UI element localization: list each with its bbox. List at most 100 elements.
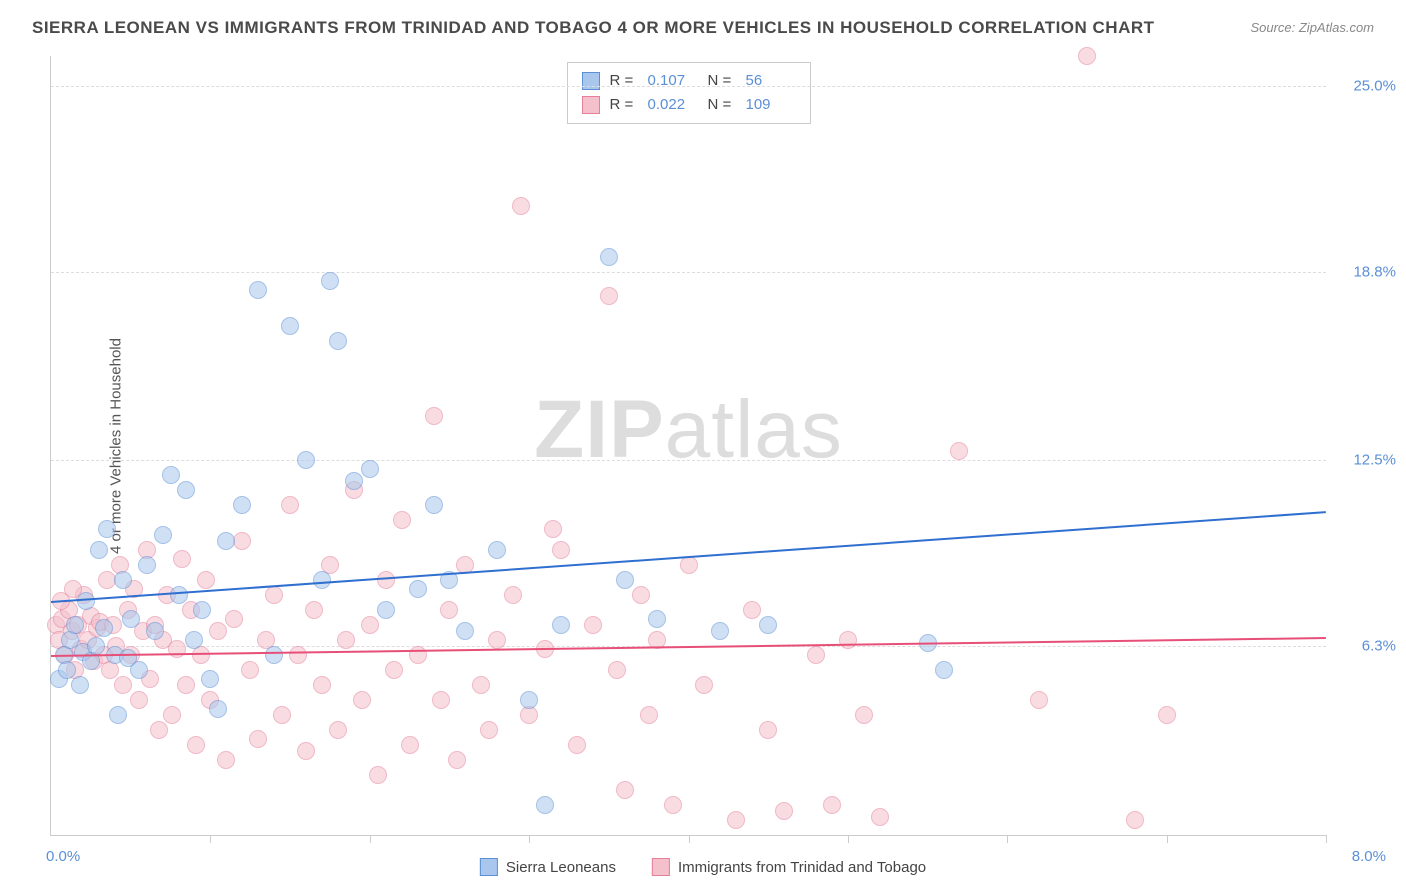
scatter-point — [1078, 47, 1096, 65]
scatter-point — [217, 532, 235, 550]
scatter-point — [177, 481, 195, 499]
scatter-point — [90, 541, 108, 559]
scatter-point — [369, 766, 387, 784]
scatter-point — [488, 631, 506, 649]
stat-r-value-2: 0.022 — [648, 93, 698, 117]
scatter-point — [170, 586, 188, 604]
scatter-point — [504, 586, 522, 604]
scatter-point — [154, 526, 172, 544]
scatter-point — [185, 631, 203, 649]
scatter-point — [425, 496, 443, 514]
scatter-point — [281, 317, 299, 335]
scatter-point — [163, 706, 181, 724]
scatter-point — [871, 808, 889, 826]
scatter-point — [600, 248, 618, 266]
scatter-point — [488, 541, 506, 559]
scatter-point — [177, 676, 195, 694]
y-tick-label: 25.0% — [1353, 77, 1396, 94]
scatter-point — [401, 736, 419, 754]
scatter-point — [377, 601, 395, 619]
scatter-point — [225, 610, 243, 628]
scatter-point — [727, 811, 745, 829]
scatter-point — [329, 721, 347, 739]
scatter-point — [385, 661, 403, 679]
x-axis-label-max: 8.0% — [1352, 848, 1386, 865]
scatter-point — [209, 700, 227, 718]
scatter-point — [187, 736, 205, 754]
scatter-point — [168, 640, 186, 658]
scatter-point — [1158, 706, 1176, 724]
scatter-point — [584, 616, 602, 634]
scatter-point — [480, 721, 498, 739]
x-tick — [848, 835, 849, 843]
stat-r-value-1: 0.107 — [648, 69, 698, 93]
bottom-legend: Sierra Leoneans Immigrants from Trinidad… — [480, 858, 926, 876]
scatter-point — [432, 691, 450, 709]
scatter-point — [289, 646, 307, 664]
scatter-point — [680, 556, 698, 574]
x-tick — [1167, 835, 1168, 843]
scatter-point — [313, 571, 331, 589]
y-tick-label: 18.8% — [1353, 263, 1396, 280]
scatter-point — [193, 601, 211, 619]
legend-swatch-1 — [480, 858, 498, 876]
scatter-point — [855, 706, 873, 724]
scatter-point — [544, 520, 562, 538]
scatter-point — [640, 706, 658, 724]
scatter-point — [297, 451, 315, 469]
scatter-point — [273, 706, 291, 724]
scatter-point — [217, 751, 235, 769]
legend-swatch-2 — [652, 858, 670, 876]
stat-n-label-1: N = — [708, 69, 736, 93]
scatter-point — [281, 496, 299, 514]
scatter-point — [87, 637, 105, 655]
legend-item-1: Sierra Leoneans — [480, 858, 616, 876]
scatter-point — [775, 802, 793, 820]
scatter-point — [162, 466, 180, 484]
scatter-point — [440, 601, 458, 619]
y-tick-label: 6.3% — [1362, 638, 1396, 655]
watermark: ZIPatlas — [534, 383, 843, 477]
scatter-point — [114, 571, 132, 589]
scatter-point — [138, 556, 156, 574]
scatter-point — [98, 520, 116, 538]
scatter-point — [409, 580, 427, 598]
scatter-point — [425, 407, 443, 425]
scatter-point — [305, 601, 323, 619]
scatter-point — [616, 571, 634, 589]
scatter-point — [201, 670, 219, 688]
y-tick-label: 12.5% — [1353, 452, 1396, 469]
scatter-point — [536, 796, 554, 814]
swatch-series-1 — [582, 72, 600, 90]
scatter-point — [823, 796, 841, 814]
scatter-point — [58, 661, 76, 679]
scatter-point — [616, 781, 634, 799]
scatter-point — [345, 472, 363, 490]
scatter-point — [109, 706, 127, 724]
scatter-point — [66, 616, 84, 634]
scatter-point — [552, 541, 570, 559]
chart-container: SIERRA LEONEAN VS IMMIGRANTS FROM TRINID… — [0, 0, 1406, 892]
scatter-point — [95, 619, 113, 637]
scatter-point — [114, 676, 132, 694]
gridline — [51, 272, 1326, 273]
scatter-point — [393, 511, 411, 529]
x-tick — [370, 835, 371, 843]
x-tick — [210, 835, 211, 843]
scatter-point — [249, 281, 267, 299]
scatter-point — [321, 272, 339, 290]
stat-r-label-2: R = — [610, 93, 638, 117]
chart-title: SIERRA LEONEAN VS IMMIGRANTS FROM TRINID… — [32, 18, 1155, 38]
scatter-point — [807, 646, 825, 664]
stat-n-label-2: N = — [708, 93, 736, 117]
stat-n-value-2: 109 — [746, 93, 796, 117]
plot-area: ZIPatlas R = 0.107 N = 56 R = 0.022 N = … — [50, 56, 1326, 836]
gridline — [51, 460, 1326, 461]
stat-r-label-1: R = — [610, 69, 638, 93]
scatter-point — [146, 622, 164, 640]
scatter-point — [377, 571, 395, 589]
scatter-point — [130, 691, 148, 709]
x-axis-label-min: 0.0% — [46, 848, 80, 865]
scatter-point — [233, 496, 251, 514]
scatter-point — [173, 550, 191, 568]
